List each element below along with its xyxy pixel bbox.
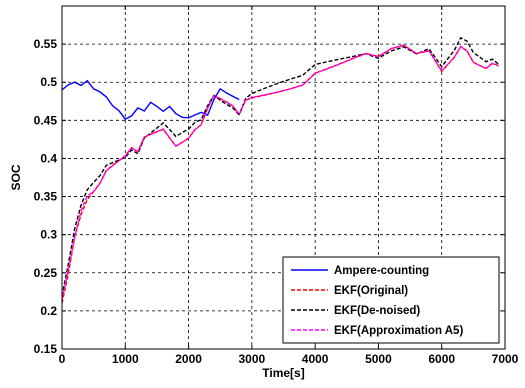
legend-label-2: EKF(De-noised) (334, 305, 420, 317)
x-tick-label: 4000 (302, 352, 329, 366)
x-tick-label: 1000 (112, 352, 139, 366)
y-tick-label: 0.45 (34, 113, 58, 127)
series-line-3 (61, 44, 499, 300)
x-tick-label: 6000 (428, 352, 455, 366)
legend-label-3: EKF(Approximation A5) (334, 325, 463, 337)
grid-lines (62, 6, 505, 349)
y-tick-label: 0.4 (40, 151, 57, 165)
y-tick-label: 0.55 (34, 37, 58, 51)
series-line-2 (61, 36, 500, 297)
x-tick-label: 5000 (365, 352, 392, 366)
y-tick-label: 0.15 (34, 342, 58, 356)
legend-box (282, 256, 500, 344)
series-line-0 (61, 79, 240, 121)
tick-labels: 0 1000 2000 3000 4000 5000 6000 7000 0.15 0.2 0.25… (34, 37, 519, 366)
x-tick-label: 7000 (492, 352, 519, 366)
x-tick-label: 3000 (239, 352, 266, 366)
y-axis-label: SOC (9, 164, 23, 190)
series-layer (61, 36, 500, 304)
x-tick-label: 2000 (175, 352, 202, 366)
y-tick-label: 0.5 (40, 75, 57, 89)
y-tick-label: 0.2 (40, 304, 57, 318)
x-tick-label: 0 (59, 352, 66, 366)
y-tick-label: 0.3 (40, 228, 57, 242)
y-tick-label: 0.25 (34, 266, 58, 280)
axis-ticks (61, 6, 506, 350)
x-axis-label: Time[s] (262, 366, 304, 380)
plot-frame (61, 5, 506, 350)
legend-label-1: EKF(Original) (334, 285, 408, 297)
legend-label-0: Ampere-counting (334, 265, 429, 277)
legend: Ampere-counting EKF(Original) EKF(De-noise… (282, 256, 500, 344)
y-tick-label: 0.35 (34, 190, 58, 204)
